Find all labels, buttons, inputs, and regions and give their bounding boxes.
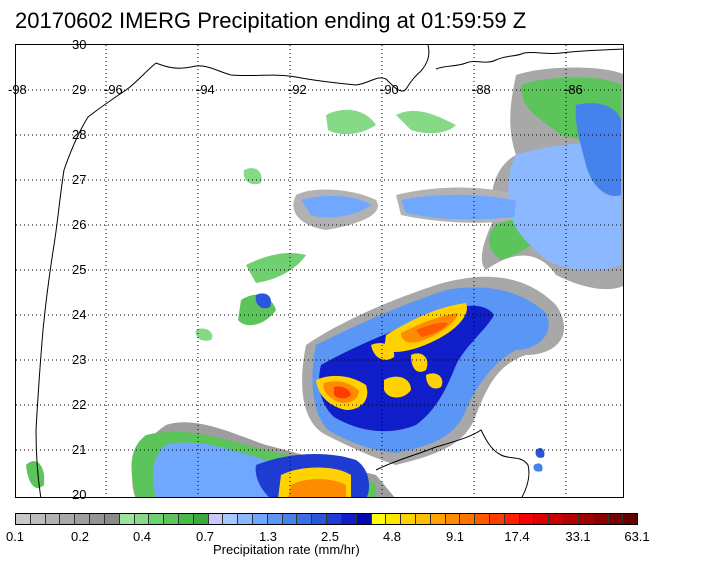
lat-label: 25: [72, 262, 87, 277]
colorbar-swatch: [164, 514, 179, 524]
map-canvas: [16, 45, 623, 497]
colorbar-swatch: [238, 514, 253, 524]
colorbar-swatch: [445, 514, 461, 524]
lat-label: 26: [72, 217, 87, 232]
colorbar-tick-label: 0.2: [70, 529, 90, 544]
lon-label: -86: [564, 82, 583, 97]
colorbar-swatch: [504, 514, 520, 524]
colorbar-swatch: [267, 514, 283, 524]
colorbar-swatch: [341, 514, 357, 524]
colorbar-swatch: [90, 514, 105, 524]
lon-label: -90: [380, 82, 399, 97]
colorbar-swatch: [430, 514, 446, 524]
colorbar-swatch: [564, 514, 579, 524]
colorbar-swatch: [415, 514, 431, 524]
colorbar-swatch: [297, 514, 313, 524]
colorbar-swatch: [386, 514, 402, 524]
colorbar-swatch: [327, 514, 342, 524]
colorbar-swatch: [578, 514, 594, 524]
colorbar-tick-label: 0.1: [5, 529, 25, 544]
graticule: [16, 45, 623, 497]
lat-label: 27: [72, 172, 87, 187]
colorbar-swatch: [460, 514, 476, 524]
colorbar-tick-label: 4.8: [382, 529, 402, 544]
lat-label: 21: [72, 442, 87, 457]
lat-label: 20: [72, 487, 87, 502]
colorbar-swatch: [134, 514, 150, 524]
map-title: 20170602 IMERG Precipitation ending at 0…: [15, 8, 527, 33]
colorbar-swatch: [623, 514, 638, 524]
colorbar-swatch: [593, 514, 609, 524]
colorbar-tick-label: 0.7: [195, 529, 215, 544]
colorbar-swatch: [490, 514, 505, 524]
colorbar-tick-label: 1.3: [258, 529, 278, 544]
colorbar-tick-label: 33.1: [565, 529, 591, 544]
colorbar-swatch: [356, 514, 372, 524]
lon-label: -96: [104, 82, 123, 97]
lon-label: -98: [8, 82, 27, 97]
colorbar-tick-label: 17.4: [504, 529, 530, 544]
colorbar-swatch: [534, 514, 550, 524]
colorbar-tick-label: 2.5: [320, 529, 340, 544]
colorbar-swatch: [282, 514, 298, 524]
colorbar-swatch: [401, 514, 416, 524]
colorbar-swatch: [253, 514, 268, 524]
lat-label: 30: [72, 37, 87, 52]
colorbar-swatch: [223, 514, 239, 524]
colorbar-swatch: [45, 514, 61, 524]
colorbar-swatch: [208, 514, 224, 524]
colorbar-swatch: [519, 514, 535, 524]
colorbar-swatch: [312, 514, 328, 524]
colorbar-swatch: [75, 514, 91, 524]
lon-label: -88: [472, 82, 491, 97]
colorbar-swatch: [16, 514, 31, 524]
colorbar-swatch: [193, 514, 209, 524]
lat-label: 23: [72, 352, 87, 367]
colorbar-tick-label: 63.1: [624, 529, 650, 544]
colorbar-swatch: [104, 514, 120, 524]
lat-label: 28: [72, 127, 87, 142]
colorbar-swatch: [549, 514, 565, 524]
precipitation-map: [15, 44, 624, 498]
colorbar-swatch: [30, 514, 46, 524]
colorbar-swatch: [60, 514, 76, 524]
lon-label: -92: [288, 82, 307, 97]
colorbar-swatch: [178, 514, 194, 524]
colorbar-swatch: [119, 514, 135, 524]
coastline: [35, 45, 623, 497]
colorbar-title: Precipitation rate (mm/hr): [213, 542, 360, 557]
colorbar-tick-label: 9.1: [445, 529, 465, 544]
colorbar-swatch: [371, 514, 387, 524]
colorbar-swatch: [149, 514, 165, 524]
colorbar: [15, 513, 638, 525]
lon-label: -94: [196, 82, 215, 97]
colorbar-tick-label: 0.4: [132, 529, 152, 544]
lat-label: 22: [72, 397, 87, 412]
precipitation-layer: [26, 67, 623, 497]
colorbar-swatch: [608, 514, 624, 524]
lat-label: 29: [72, 82, 87, 97]
colorbar-swatch: [475, 514, 490, 524]
lat-label: 24: [72, 307, 87, 322]
